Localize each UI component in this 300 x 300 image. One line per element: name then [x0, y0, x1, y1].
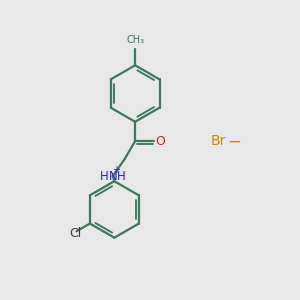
Text: Cl: Cl	[69, 226, 81, 240]
Text: CH₃: CH₃	[126, 35, 144, 45]
Text: +: +	[112, 165, 120, 175]
Text: O: O	[155, 135, 165, 148]
Text: H: H	[117, 170, 125, 183]
Text: −: −	[227, 133, 241, 151]
Text: N: N	[109, 170, 117, 183]
Text: Br: Br	[211, 134, 226, 148]
Text: H: H	[100, 170, 109, 183]
